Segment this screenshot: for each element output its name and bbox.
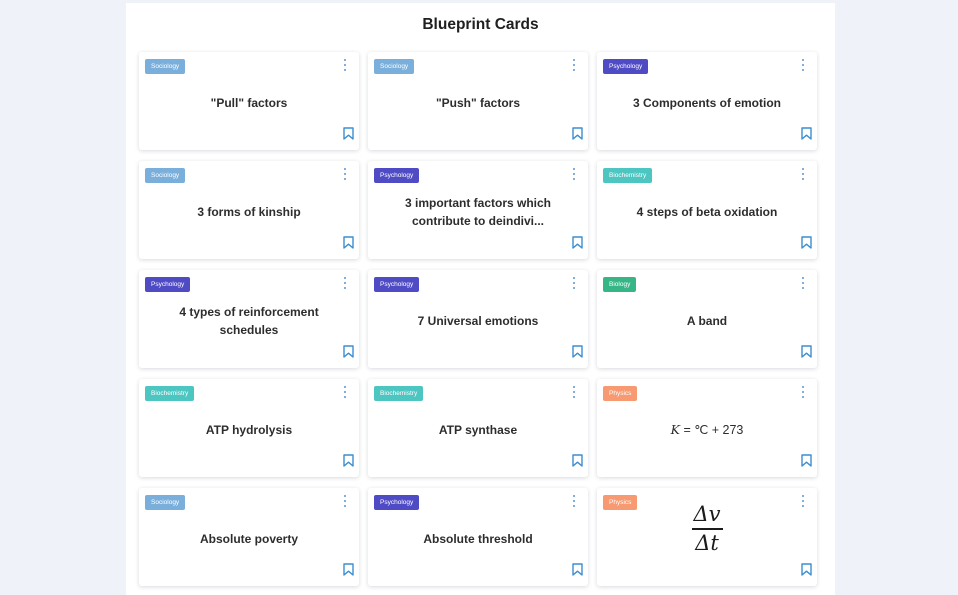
bookmark-icon[interactable] [343,127,354,145]
bookmark-icon[interactable] [801,563,812,581]
bookmark-icon[interactable] [801,236,812,254]
bookmark-icon[interactable] [572,127,583,145]
bookmark-icon[interactable] [801,127,812,145]
more-vertical-icon[interactable] [799,58,807,72]
card-title: Absolute threshold [423,531,533,546]
bookmark-icon[interactable] [572,454,583,472]
card-title: Absolute poverty [199,531,298,546]
bookmark-icon[interactable] [343,236,354,254]
more-vertical-icon[interactable] [799,276,807,290]
more-vertical-icon[interactable] [570,385,578,399]
blueprint-card[interactable]: Psychology 4 types of reinforcement sched… [139,270,359,368]
more-vertical-icon[interactable] [341,58,349,72]
bookmark-icon[interactable] [343,454,354,472]
blueprint-card[interactable]: Psychology 7 Universal emotions [368,270,588,368]
category-tag: Psychology [374,168,420,183]
blueprint-card[interactable]: Sociology "Pull" factors [139,52,359,150]
blueprint-card[interactable]: Sociology Absolute poverty [139,488,359,586]
card-title: 4 types of reinforcement schedules [179,304,319,338]
blueprint-card[interactable]: Psychology 3 important factors which cont… [368,161,588,259]
bookmark-icon[interactable] [343,345,354,363]
more-vertical-icon[interactable] [570,167,578,181]
formula-equals: = [679,422,695,437]
card-title: 3 forms of kinship [197,204,301,219]
more-vertical-icon[interactable] [799,167,807,181]
card-title: 4 steps of beta oxidation [636,204,778,219]
more-vertical-icon[interactable] [341,494,349,508]
category-tag: Biochemistry [603,168,653,183]
blueprint-card[interactable]: Sociology 3 forms of kinship [139,161,359,259]
card-formula: K = ℃ + 273 [623,407,791,453]
more-vertical-icon[interactable] [341,385,349,399]
bookmark-icon[interactable] [801,345,812,363]
blueprint-card[interactable]: Psychology 3 Components of emotion [597,52,817,150]
card-title: ATP synthase [438,422,518,437]
category-tag: Psychology [374,495,420,510]
card-title: 3 Components of emotion [633,95,781,110]
bookmark-icon[interactable] [572,345,583,363]
card-title: "Push" factors [435,95,521,110]
more-vertical-icon[interactable] [799,494,807,508]
card-fraction: Δv Δt [597,502,817,556]
bookmark-icon[interactable] [572,236,583,254]
blueprint-card[interactable]: Physics Δv Δt [597,488,817,586]
bookmark-icon[interactable] [572,563,583,581]
blueprint-card[interactable]: Biology A band [597,270,817,368]
more-vertical-icon[interactable] [341,167,349,181]
more-vertical-icon[interactable] [570,58,578,72]
blueprint-cards-panel: Blueprint Cards Sociology "Pull" factors S… [126,3,835,595]
fraction-bar [691,528,723,530]
blueprint-card[interactable]: Physics K = ℃ + 273 [597,379,817,477]
fraction-numerator: Δv [693,502,721,526]
formula-rhs: ℃ + 273 [694,422,744,437]
card-title: 3 important factors which contribute to … [404,195,552,229]
category-tag: Biology [603,277,637,292]
category-tag: Psychology [603,59,649,74]
card-grid: Sociology "Pull" factors Sociology "Push" f… [139,52,817,586]
blueprint-card[interactable]: Sociology "Push" factors [368,52,588,150]
card-title: A band [686,313,728,328]
more-vertical-icon[interactable] [799,385,807,399]
more-vertical-icon[interactable] [570,494,578,508]
more-vertical-icon[interactable] [341,276,349,290]
formula-lhs: K [670,421,680,437]
more-vertical-icon[interactable] [570,276,578,290]
category-tag: Physics [603,495,638,510]
bookmark-icon[interactable] [343,563,354,581]
category-tag: Sociology [145,59,186,74]
category-tag: Psychology [145,277,191,292]
blueprint-card[interactable]: Biochemistry 4 steps of beta oxidation [597,161,817,259]
category-tag: Sociology [374,59,415,74]
category-tag: Biochemistry [145,386,195,401]
blueprint-card[interactable]: Psychology Absolute threshold [368,488,588,586]
category-tag: Biochemistry [374,386,424,401]
blueprint-card[interactable]: Biochemistry ATP hydrolysis [139,379,359,477]
category-tag: Sociology [145,168,186,183]
card-title: "Pull" factors [210,95,288,110]
category-tag: Sociology [145,495,186,510]
bookmark-icon[interactable] [801,454,812,472]
fraction-denominator: Δt [695,530,719,555]
blueprint-card[interactable]: Biochemistry ATP synthase [368,379,588,477]
card-title: ATP hydrolysis [205,422,293,437]
category-tag: Psychology [374,277,420,292]
page-title: Blueprint Cards [422,16,539,33]
category-tag: Physics [603,386,638,401]
card-title: 7 Universal emotions [417,313,539,328]
